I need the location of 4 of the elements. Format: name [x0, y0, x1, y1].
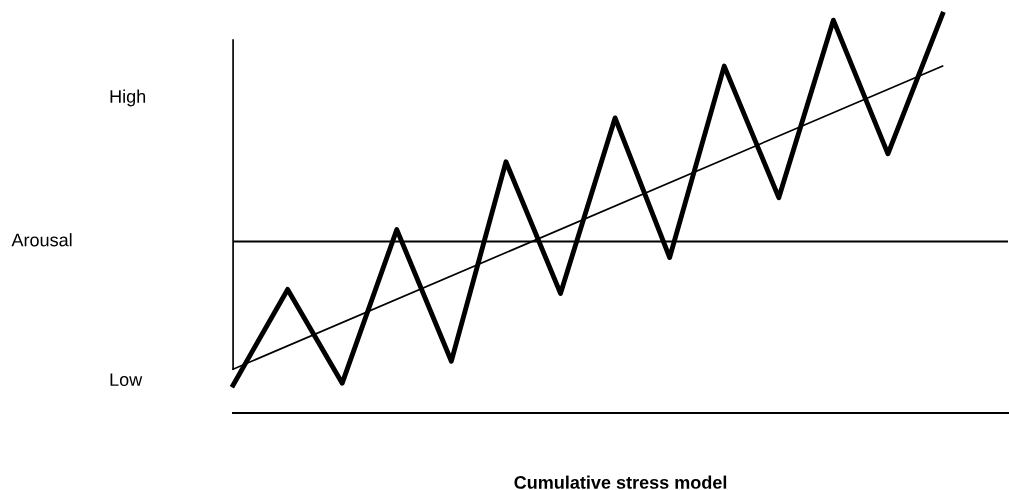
text: Arousal [11, 233, 72, 247]
text: High [110, 89, 146, 107]
x-axis-title: Cumulative stress model [514, 475, 727, 489]
text: Low [110, 373, 143, 387]
